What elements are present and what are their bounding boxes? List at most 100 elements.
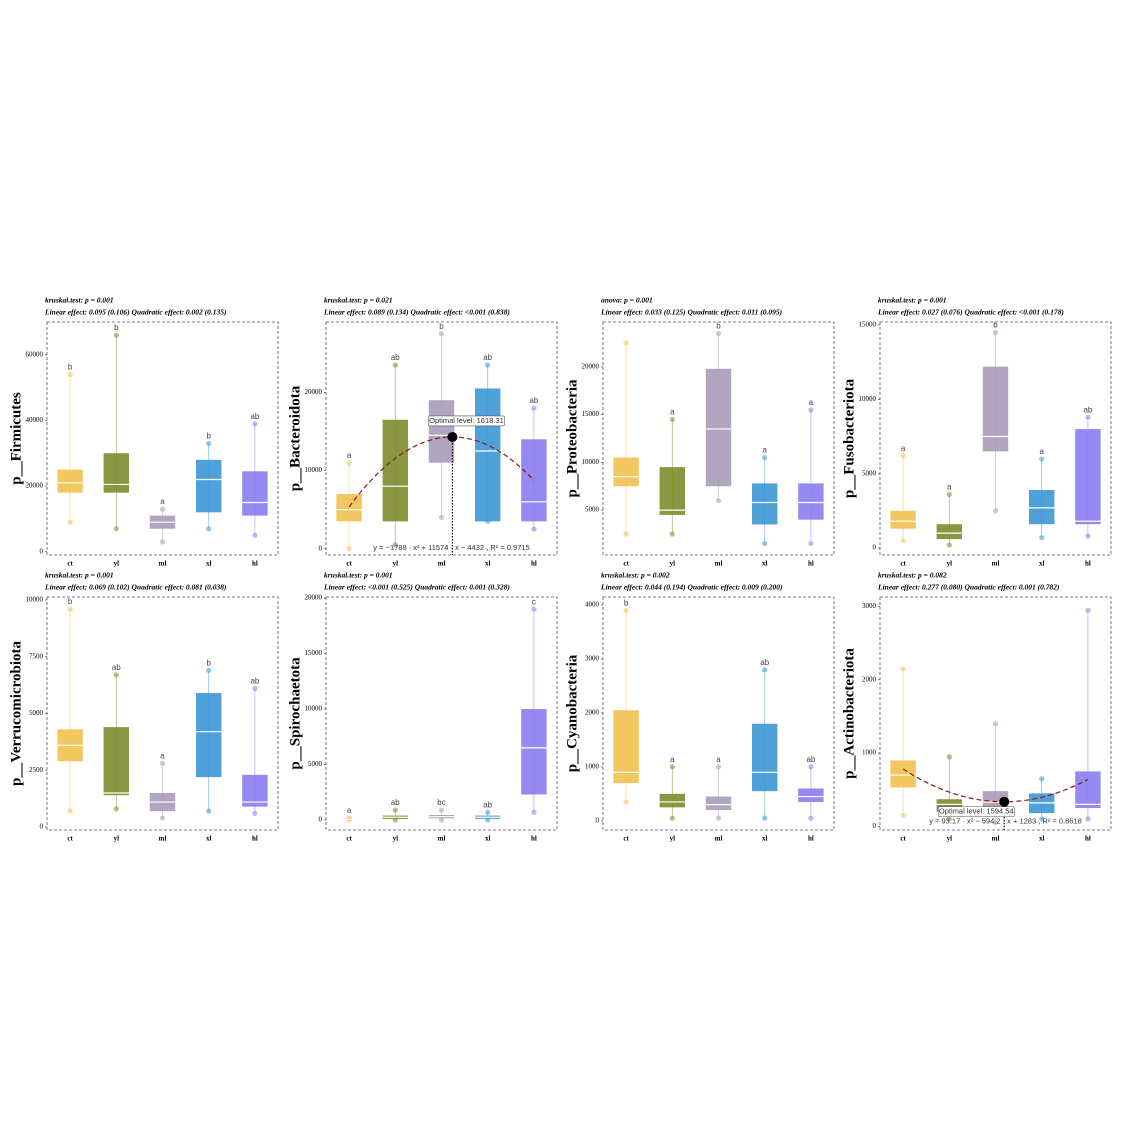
point-max	[159, 506, 166, 512]
point-min	[392, 542, 398, 548]
box	[1075, 429, 1101, 525]
point-min	[206, 808, 212, 814]
y-tick-label: 40000	[26, 416, 44, 424]
sig-letter: a	[160, 497, 165, 506]
x-tick-label: hl	[808, 560, 814, 568]
sig-letter: b	[114, 323, 119, 332]
point-max	[669, 764, 675, 770]
box	[242, 774, 268, 807]
point-min	[1085, 533, 1091, 539]
y-tick-label: 0	[873, 822, 877, 830]
box	[705, 368, 732, 487]
y-axis-label: p__Bacteroidota	[287, 385, 303, 491]
point-min	[992, 508, 999, 514]
box	[936, 524, 963, 540]
y-axis-label: p__Actinobacteriota	[841, 648, 857, 779]
sig-letter: a	[670, 408, 675, 417]
point-min	[252, 810, 258, 817]
point-max	[1085, 607, 1091, 613]
box	[613, 457, 639, 487]
x-tick-label: yl	[947, 835, 953, 843]
x-tick-label: yl	[947, 560, 953, 568]
box	[751, 483, 778, 525]
point-max	[113, 332, 119, 338]
sig-letter: a	[901, 444, 906, 453]
panel-frame	[46, 321, 279, 556]
y-tick-label: 0	[319, 544, 323, 552]
sig-letter: b	[206, 432, 211, 441]
y-tick-label: 10000	[26, 596, 44, 604]
y-tick-label: 10000	[859, 395, 877, 403]
sig-letter: ab	[529, 396, 538, 405]
sig-letter: b	[68, 363, 73, 372]
fit-equation: y = −1788 · x² + 11574 · x − 4432 , R² =…	[373, 543, 529, 552]
sig-letter: a	[160, 752, 165, 761]
sig-letter: bc	[437, 798, 445, 807]
point-max	[900, 453, 906, 459]
x-tick-label: xl	[485, 560, 491, 568]
y-tick-label: 3000	[862, 602, 877, 610]
point-max	[992, 329, 999, 336]
y-tick-label: 0	[40, 547, 44, 555]
point-max	[252, 685, 258, 692]
x-tick-label: xl	[762, 835, 768, 843]
point-max	[808, 407, 814, 413]
sig-letter: c	[532, 597, 536, 606]
sig-letter: b	[439, 322, 444, 331]
point-min	[113, 806, 119, 812]
sig-letter: a	[347, 806, 352, 815]
point-max	[485, 809, 491, 815]
point-min	[808, 540, 814, 547]
x-tick-label: hl	[808, 835, 814, 843]
point-max	[762, 454, 768, 461]
box	[751, 723, 778, 792]
point-max	[900, 666, 906, 672]
point-max	[715, 330, 722, 337]
point-min	[531, 526, 537, 532]
x-tick-label: hl	[531, 835, 537, 843]
fit-curve	[902, 768, 1089, 803]
y-tick-label: 0	[40, 823, 44, 831]
point-min	[252, 532, 258, 538]
stat-effects: Linear effect: 0.044 (0.194) Quadratic e…	[600, 583, 783, 592]
x-tick-label: ml	[159, 560, 167, 568]
x-tick-label: ct	[623, 835, 629, 843]
y-axis-label: p__Cyanobacteria	[564, 654, 580, 772]
point-max	[623, 607, 629, 614]
stat-effects: Linear effect: <0.001 (0.525) Quadratic …	[323, 583, 510, 592]
point-min	[1039, 535, 1045, 541]
x-tick-label: yl	[114, 560, 120, 568]
point-min	[715, 497, 722, 504]
point-max	[485, 362, 491, 368]
sig-letter: a	[1039, 447, 1044, 456]
point-min	[946, 816, 952, 822]
sig-letter: b	[68, 597, 73, 606]
x-tick-label: xl	[762, 560, 768, 568]
stat-test: kruskal.test: p = 0.021	[324, 296, 393, 305]
sig-letter: ab	[483, 353, 492, 362]
box	[103, 453, 130, 493]
sig-letter: b	[716, 322, 721, 331]
box	[336, 494, 362, 522]
x-tick-label: ct	[67, 560, 73, 568]
x-tick-label: hl	[1085, 560, 1091, 568]
x-tick-label: xl	[206, 560, 212, 568]
x-tick-label: ct	[900, 835, 906, 843]
sig-letter: ab	[250, 677, 259, 686]
point-min	[113, 526, 119, 532]
sig-letter: ab	[806, 755, 815, 764]
y-tick-label: 60000	[26, 350, 44, 358]
stat-test: kruskal.test: p = 0.001	[45, 296, 114, 305]
stat-test: kruskal.test: p = 0.001	[45, 571, 114, 580]
panel-frame	[879, 596, 1112, 831]
point-min	[67, 808, 73, 814]
point-min	[206, 526, 212, 532]
box	[195, 693, 222, 778]
y-axis-label: p__Spirochaetota	[287, 657, 303, 770]
y-tick-label: 1000	[585, 763, 600, 771]
point-min	[159, 539, 166, 545]
point-min	[623, 531, 629, 537]
sig-letter: a	[762, 446, 767, 455]
y-tick-label: 2000	[585, 709, 600, 717]
point-max	[206, 440, 212, 447]
